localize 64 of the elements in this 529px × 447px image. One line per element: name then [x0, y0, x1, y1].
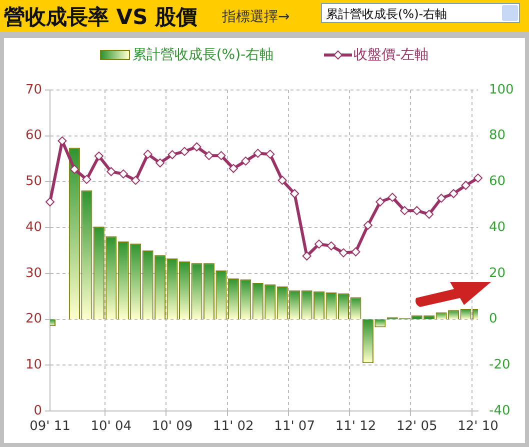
y2-tick-label: 60: [489, 174, 506, 190]
point: [168, 150, 177, 160]
point: [216, 151, 226, 160]
point: [461, 180, 470, 190]
point: [94, 152, 104, 161]
point: [424, 210, 434, 219]
y2-tick-label: 20: [489, 266, 506, 281]
chart-title: 營收成長率 VS 股價: [4, 4, 197, 31]
point: [204, 151, 214, 160]
point: [326, 241, 336, 250]
point: [192, 142, 202, 152]
x-tick-label: 11' 07: [274, 419, 315, 434]
y-tick-label: 20: [25, 312, 42, 327]
x-tick-label: 11' 12: [335, 419, 376, 434]
x-tick-label: 10' 09: [152, 419, 193, 434]
point: [363, 220, 372, 230]
y-tick-label: 70: [25, 82, 42, 98]
y2-tick-label: 100: [489, 82, 514, 98]
y2-tick-label: -20: [489, 358, 510, 373]
point: [314, 240, 324, 249]
y-tick-label: 50: [25, 174, 42, 190]
x-tick-label: 10' 04: [90, 419, 132, 434]
point: [278, 176, 287, 185]
point: [436, 194, 446, 203]
y2-tick-label: 0: [489, 312, 498, 327]
point: [180, 146, 190, 156]
point: [290, 189, 300, 198]
y-tick-label: 0: [34, 403, 42, 418]
legend-label: 收盤價-左軸: [354, 46, 429, 64]
point: [376, 197, 385, 206]
x-tick-label: 09' 11: [30, 419, 70, 434]
point: [388, 192, 397, 202]
point: [253, 148, 262, 158]
point: [106, 167, 116, 176]
point: [302, 252, 312, 261]
y-tick-label: 40: [25, 220, 42, 235]
dropdown: 累計營收成長(%)-右軸: [321, 3, 520, 23]
x-tick-label: 11' 02: [213, 419, 254, 434]
point: [70, 164, 79, 174]
point: [131, 176, 140, 185]
text: 指標選擇→: [222, 8, 290, 26]
x-tick-label: 12' 10: [458, 419, 498, 434]
legend-label: 累計營收成長(%)-右軸: [132, 46, 274, 64]
point: [351, 247, 360, 256]
point: [58, 136, 67, 146]
point: [449, 189, 458, 198]
point: [474, 174, 482, 183]
point: [241, 156, 250, 166]
y2-tick-label: -40: [489, 403, 510, 418]
y-tick-label: 30: [25, 266, 42, 281]
point: [412, 206, 422, 216]
point: [338, 248, 348, 258]
y-tick-label: 10: [25, 358, 42, 373]
point: [46, 197, 54, 206]
y2-tick-label: 80: [489, 128, 506, 144]
point: [82, 174, 92, 184]
point: [228, 164, 238, 173]
point: [156, 158, 165, 168]
x-tick-label: 12' 05: [396, 419, 438, 434]
point: [118, 169, 128, 178]
y2-tick-label: 40: [489, 220, 506, 235]
point: [143, 150, 152, 159]
point: [266, 150, 275, 159]
y-tick-label: 60: [25, 128, 42, 144]
